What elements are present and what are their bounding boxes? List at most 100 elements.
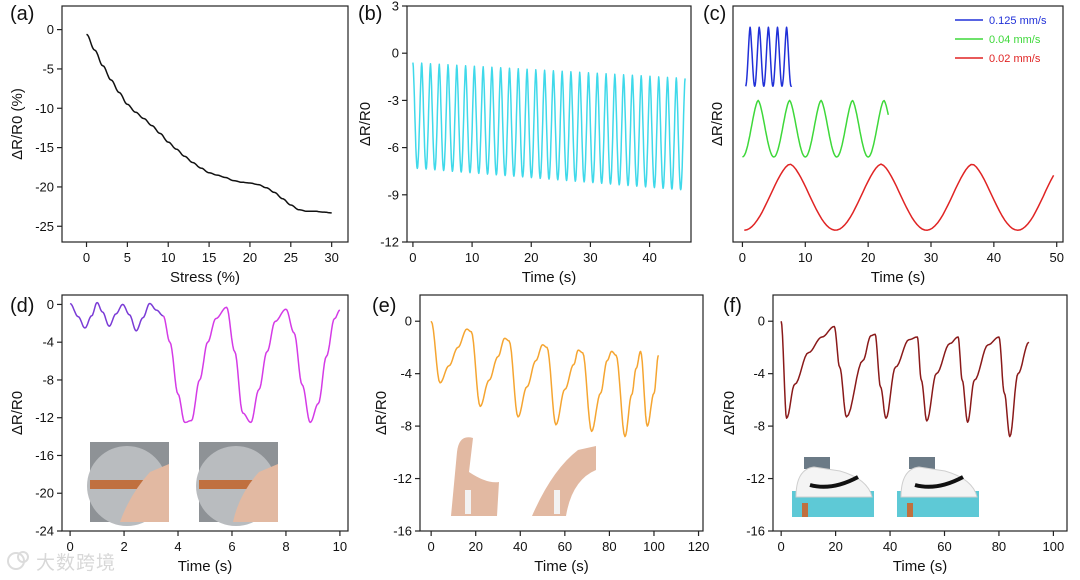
y-tick-label-b: -6: [387, 140, 399, 155]
x-tick-label-a: 30: [324, 250, 338, 265]
x-tick-label-b: 40: [642, 250, 656, 265]
panel-e: (e) 0 20 40 60 80 100 120 0 -4 -8 -12 -16 Time (s) ΔR/…: [372, 294, 710, 575]
finger: [233, 464, 278, 522]
x-axis-label-a: Stress (%): [170, 269, 240, 286]
series-line-c-0: [744, 26, 793, 87]
x-tick-label-d: 10: [333, 539, 347, 554]
x-axis-label-f: Time (s): [893, 558, 947, 575]
series-line-f-0: [780, 321, 1030, 438]
y-tick-label-b: -12: [380, 235, 399, 250]
x-tick-label-e: 20: [468, 539, 482, 554]
x-tick-label-c: 10: [798, 250, 812, 265]
y-tick-label-f: -8: [753, 419, 765, 434]
x-tick-label-a: 15: [202, 250, 216, 265]
y-tick-label-a: -5: [42, 61, 54, 76]
series-line-e-0: [430, 320, 660, 438]
x-tick-label-c: 30: [924, 250, 938, 265]
y-axis-label-d: ΔR/R0: [9, 391, 26, 435]
panel-label-a: (a): [10, 3, 34, 25]
watermark-text: 大数跨境: [36, 551, 117, 574]
inset-photo-f-1: [897, 457, 979, 517]
x-tick-label-f: 80: [992, 539, 1006, 554]
x-tick-label-d: 8: [282, 539, 289, 554]
y-tick-label-e: -12: [393, 471, 412, 486]
swoosh: [914, 475, 964, 489]
y-tick-label-d: -24: [35, 524, 54, 539]
x-tick-label-b: 10: [465, 250, 479, 265]
x-tick-label-f: 20: [828, 539, 842, 554]
x-axis-label-c: Time (s): [871, 269, 925, 286]
y-tick-label-d: -8: [42, 372, 54, 387]
x-tick-label-c: 0: [739, 250, 746, 265]
y-axis-label-a: ΔR/R0 (%): [9, 88, 26, 160]
y-tick-label-b: 3: [392, 0, 399, 14]
y-tick-label-f: -4: [753, 366, 765, 381]
panel-label-e: (e): [372, 295, 396, 317]
sensor-lead: [907, 503, 913, 517]
y-tick-label-d: 0: [47, 297, 54, 312]
series-line-c-2: [744, 163, 1055, 231]
y-tick-label-f: -16: [746, 524, 765, 539]
finger: [120, 464, 169, 522]
x-axis-label-d: Time (s): [178, 558, 232, 575]
x-tick-label-f: 100: [1043, 539, 1065, 554]
plot-frame-e: [419, 294, 704, 532]
jeans: [909, 457, 935, 469]
y-tick-label-f: 0: [758, 314, 765, 329]
y-axis-label-b: ΔR/R0: [357, 102, 374, 146]
panel-label-b: (b): [358, 3, 382, 25]
panel-c: (c) 0 10 20 30 40 50 Time (s) ΔR/R0 0.125 mm/s 0.0…: [703, 3, 1064, 286]
x-tick-label-c: 40: [987, 250, 1001, 265]
plot-frame-c: [732, 5, 1064, 243]
y-axis-label-f: ΔR/R0: [721, 391, 738, 435]
y-tick-label-d: -16: [35, 448, 54, 463]
plot-frame-b: [406, 5, 692, 243]
x-tick-label-d: 2: [120, 539, 127, 554]
x-tick-label-b: 0: [409, 250, 416, 265]
x-tick-label-f: 0: [778, 539, 785, 554]
plot-frame-d: [61, 294, 349, 532]
x-tick-label-e: 60: [558, 539, 572, 554]
inset-photo-d-0: [87, 442, 169, 526]
copper-tape: [199, 480, 278, 489]
copper-tape: [90, 480, 169, 489]
y-tick-label-b: -9: [387, 187, 399, 202]
series-line-c-1: [742, 99, 890, 158]
y-tick-label-e: -8: [400, 419, 412, 434]
y-tick-label-d: -4: [42, 335, 54, 350]
series-line-a-0: [86, 33, 332, 214]
x-tick-label-d: 0: [66, 539, 73, 554]
x-tick-label-c: 20: [861, 250, 875, 265]
x-axis-label-b: Time (s): [522, 269, 576, 286]
y-tick-label-e: -16: [393, 524, 412, 539]
y-tick-label-a: -20: [35, 179, 54, 194]
inset-photo-f-0: [792, 457, 874, 517]
y-tick-label-b: -3: [387, 93, 399, 108]
x-tick-label-a: 20: [243, 250, 257, 265]
panel-a: (a) 0 5 10 15 20 25 30 0 -5 -10 -15 -20 -25 Stress (%)…: [9, 3, 349, 286]
sensor-lead: [802, 503, 808, 517]
swoosh: [809, 475, 859, 489]
inset-photo-e-0: [451, 437, 499, 516]
jeans: [804, 457, 830, 469]
x-tick-label-f: 40: [883, 539, 897, 554]
x-tick-label-b: 20: [524, 250, 538, 265]
y-tick-label-d: -12: [35, 410, 54, 425]
arm: [451, 437, 499, 516]
legend-label-c-1: 0.04 mm/s: [989, 34, 1041, 46]
x-tick-label-e: 120: [688, 539, 710, 554]
sensor-strap: [554, 490, 560, 514]
y-tick-label-e: 0: [405, 314, 412, 329]
x-tick-label-d: 6: [228, 539, 235, 554]
y-tick-label-e: -4: [400, 366, 412, 381]
x-tick-label-e: 80: [602, 539, 616, 554]
sneaker: [900, 466, 978, 498]
arm: [532, 446, 596, 516]
watermark: 大数跨境: [6, 548, 116, 574]
inset-photo-d-1: [196, 442, 278, 526]
sneaker: [795, 466, 873, 498]
y-axis-label-c: ΔR/R0: [709, 102, 726, 146]
y-axis-label-e: ΔR/R0: [373, 391, 390, 435]
